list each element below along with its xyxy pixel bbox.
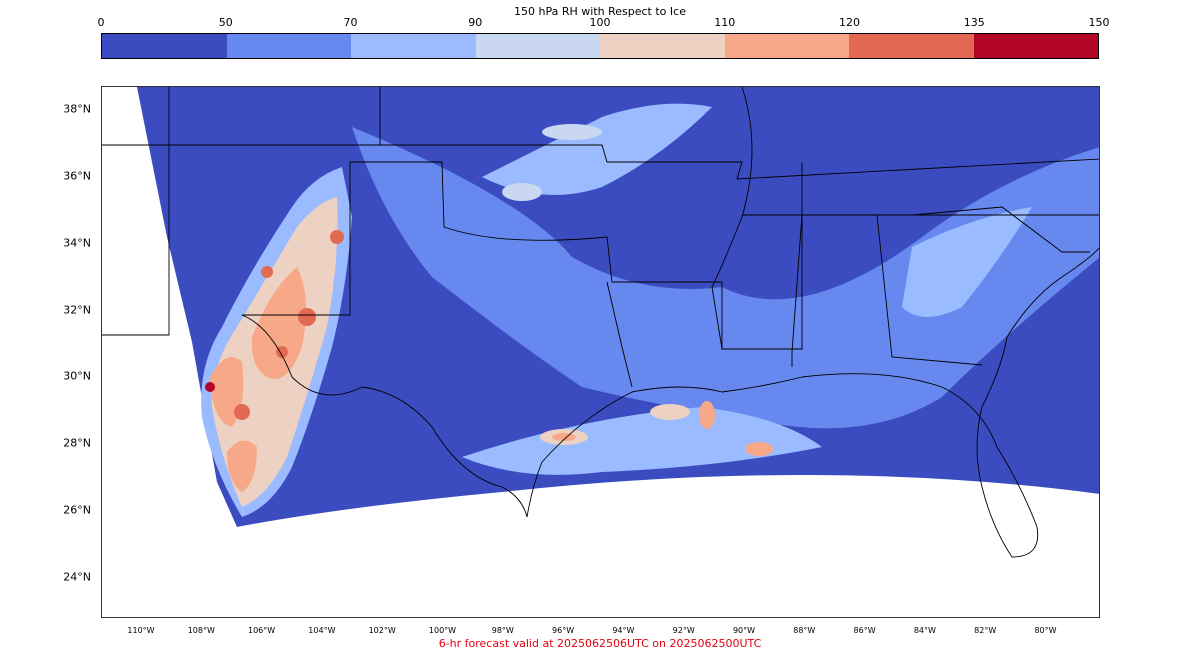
colorbar-tick-label: 50	[218, 16, 233, 29]
longitude-label: 110°W	[127, 626, 155, 635]
colorbar-tick-label: 150	[1088, 16, 1110, 29]
colorbar-segment	[226, 34, 351, 58]
moist-band-east	[352, 127, 1099, 429]
colorbar-segment	[600, 34, 725, 58]
colorbar-segment	[351, 34, 476, 58]
colorbar-tick-label: 70	[343, 16, 358, 29]
colorbar-title: 150 hPa RH with Respect to Ice	[514, 5, 686, 18]
moist-band-south	[462, 407, 822, 475]
colorbar	[101, 33, 1099, 59]
colorbar-segment	[849, 34, 974, 58]
longitude-label: 90°W	[732, 626, 756, 635]
colorbar-segment	[724, 34, 849, 58]
longitude-label: 84°W	[913, 626, 936, 635]
colorbar-tick-label: 100	[589, 16, 611, 29]
longitude-label: 106°W	[248, 626, 276, 635]
western-plume-high-3	[227, 440, 257, 492]
colorbar-tick-label: 135	[963, 16, 985, 29]
colorbar-tick-label: 110	[714, 16, 736, 29]
map-svg	[102, 87, 1099, 558]
longitude-label: 88°W	[793, 626, 816, 635]
longitude-label: 92°W	[672, 626, 695, 635]
gulf-patch-4	[745, 442, 773, 456]
latitude-label: 34°N	[63, 236, 91, 250]
north-patch	[502, 183, 542, 201]
latitude-label: 30°N	[63, 369, 91, 383]
western-plume-peak-3	[261, 266, 273, 278]
state-boundaries	[102, 87, 1099, 558]
longitude-label: 80°W	[1034, 626, 1057, 635]
longitude-label: 102°W	[368, 626, 396, 635]
latitude-label: 28°N	[63, 436, 91, 450]
moist-band-north	[482, 103, 712, 195]
western-plume-peak-5	[276, 346, 288, 358]
longitude-label: 82°W	[974, 626, 997, 635]
longitude-label: 104°W	[308, 626, 336, 635]
latitude-label: 38°N	[63, 102, 91, 116]
map-frame	[101, 86, 1100, 618]
latitude-label: 26°N	[63, 503, 91, 517]
longitude-label: 100°W	[428, 626, 457, 635]
longitude-label: 108°W	[187, 626, 215, 635]
longitude-label: 94°W	[612, 626, 635, 635]
forecast-caption: 6-hr forecast valid at 2025062506UTC on …	[438, 637, 762, 650]
gulf-patch-3	[699, 401, 715, 429]
colorbar-tick-label: 90	[468, 16, 483, 29]
colorbar-segment	[102, 34, 227, 58]
latitude-label: 32°N	[63, 303, 91, 317]
colorbar-segment	[475, 34, 600, 58]
moist-band-northeast	[902, 207, 1032, 317]
western-plume-peak-2	[330, 230, 344, 244]
western-plume-max	[205, 382, 215, 392]
western-plume-high-1	[251, 267, 306, 379]
latitude-label: 36°N	[63, 169, 91, 183]
longitude-label: 98°W	[491, 626, 514, 635]
longitude-label: 86°W	[853, 626, 876, 635]
longitude-label: 96°W	[552, 626, 575, 635]
western-plume-peak-1	[298, 308, 316, 326]
gulf-patch-2	[650, 404, 690, 420]
colorbar-tick-label: 0	[97, 16, 105, 29]
gulf-patch-1-core	[552, 433, 576, 441]
colorbar-tick-label: 120	[839, 16, 860, 29]
western-plume-peak-4	[234, 404, 250, 420]
latitude-label: 24°N	[63, 570, 91, 584]
colorbar-segment	[973, 34, 1098, 58]
north-patch-2	[542, 124, 602, 140]
